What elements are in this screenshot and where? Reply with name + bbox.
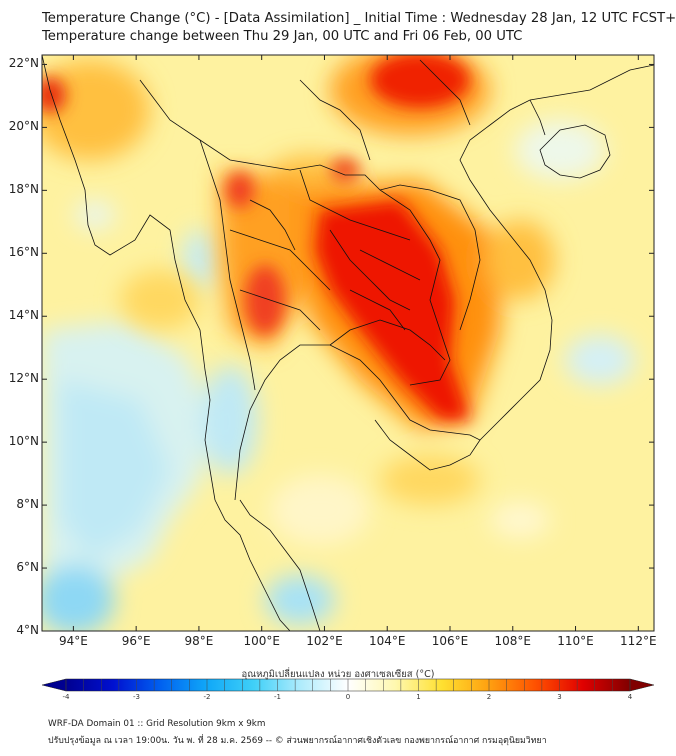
colorbar-tick-label: 2: [486, 693, 492, 701]
colorbar-tick-label: 0: [345, 693, 351, 701]
colorbar-tick-label: 1: [416, 693, 421, 701]
longitude-label: 94°E: [58, 634, 88, 648]
longitude-label: 100°E: [243, 634, 280, 648]
colorbar-tick-lines: [65, 679, 631, 691]
longitude-label: 110°E: [557, 634, 594, 648]
hot-anomaly-areas: [42, 55, 470, 420]
longitude-label: 102°E: [306, 634, 343, 648]
colorbar-tick-label: -2: [203, 693, 211, 701]
longitude-label: 108°E: [494, 634, 532, 648]
colorbar-tick-label: -4: [62, 693, 70, 701]
map-frame: [41, 54, 655, 632]
colorbar-tick-label: 4: [627, 693, 633, 701]
axis-ticks: [42, 55, 654, 632]
latitude-label: 6°N: [16, 560, 39, 575]
latitude-label: 12°N: [8, 371, 39, 386]
longitude-label: 106°E: [431, 634, 469, 648]
coastlines-and-borders: [42, 55, 654, 631]
latitude-label: 20°N: [8, 119, 39, 134]
longitude-label: 96°E: [121, 634, 151, 648]
latitude-label: 18°N: [8, 182, 39, 197]
latitude-label: 8°N: [16, 497, 39, 512]
footer-credit: ปรับปรุงข้อมูล ณ เวลา 19:00น. วัน พ. ที่…: [48, 736, 547, 746]
latitude-label: 16°N: [8, 245, 39, 260]
cool-anomaly-areas: [42, 120, 635, 631]
colorbar-title: อุณหภูมิเปลี่ยนแปลง หน่วย องศาเซลเซียส (…: [241, 669, 435, 680]
colorbar-tick-label: 3: [557, 693, 562, 701]
map-title-line-1: Temperature Change (°C) - [Data Assimila…: [42, 11, 676, 26]
latitude-label: 22°N: [8, 56, 39, 71]
longitude-label: 98°E: [184, 634, 214, 648]
temperature-field: [42, 55, 654, 631]
latitude-label: 10°N: [8, 434, 39, 449]
map-title-line-2: Temperature change between Thu 29 Jan, 0…: [42, 29, 523, 44]
latitude-label: 14°N: [8, 308, 39, 323]
longitude-label: 104°E: [368, 634, 406, 648]
latitude-label: 4°N: [16, 623, 39, 637]
longitude-label: 112°E: [620, 634, 657, 648]
footer-model-info: WRF-DA Domain 01 :: Grid Resolution 9km …: [48, 719, 266, 729]
colorbar-tick-label: -3: [133, 693, 140, 701]
colorbar-tick-label: -1: [274, 693, 281, 701]
